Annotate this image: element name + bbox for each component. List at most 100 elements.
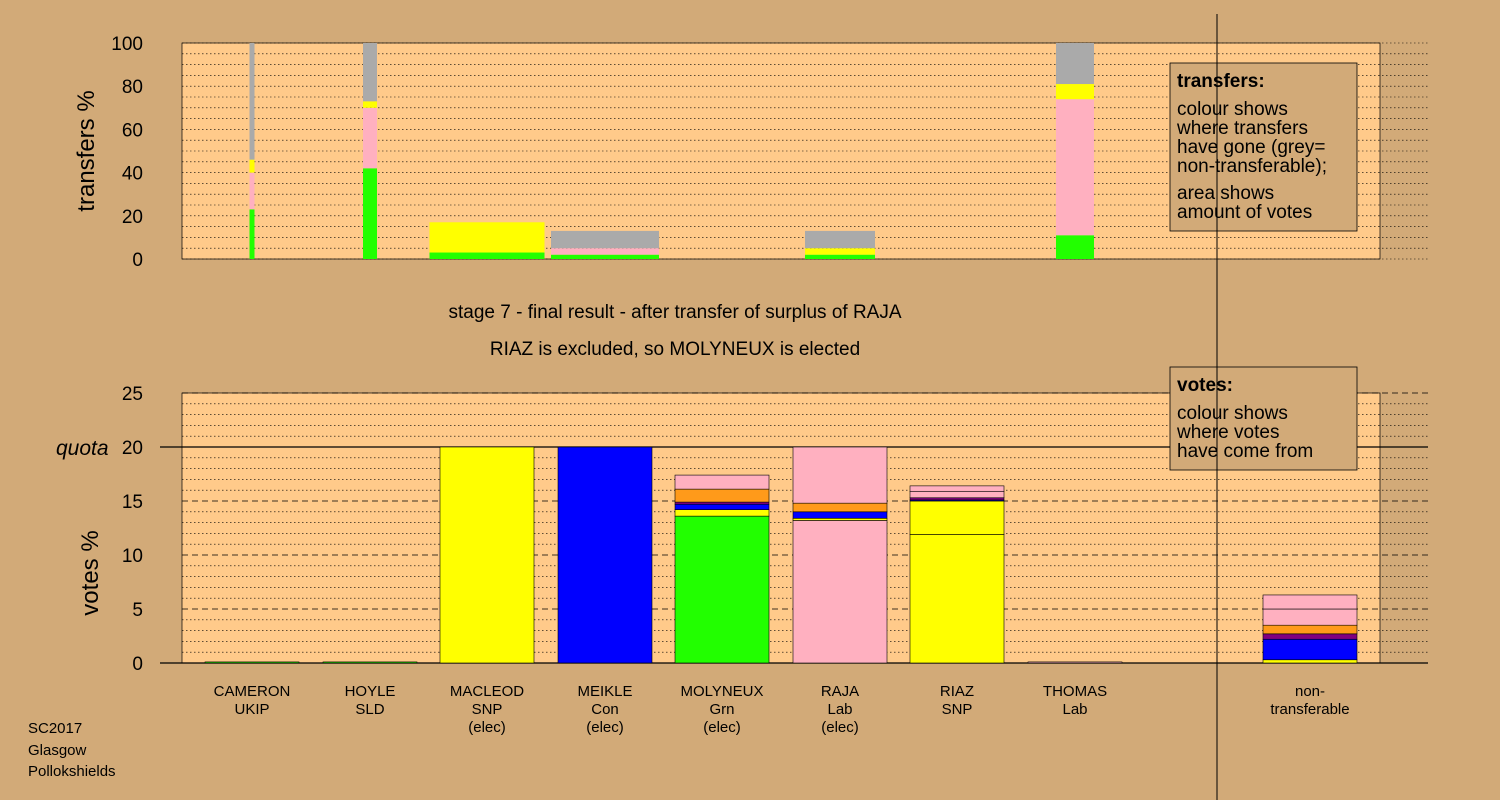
candidate-label: SNP <box>942 701 973 718</box>
votes-legend-text: where votes <box>1176 422 1279 443</box>
transfer-bar-segment <box>551 254 659 259</box>
vote-bar-segment <box>1027 661 1123 664</box>
vote-bar-segment <box>792 511 888 519</box>
vote-bar-segment <box>1262 659 1358 664</box>
vote-bar-segment <box>557 446 653 664</box>
transfer-bar-segment <box>429 252 545 259</box>
transfer-bar-segment <box>363 107 377 169</box>
candidate-label: UKIP <box>234 701 269 718</box>
candidate-label: Grn <box>709 701 734 718</box>
votes-legend-title: votes: <box>1177 375 1233 396</box>
candidate-label: (elec) <box>703 719 741 736</box>
candidate-label: RAJA <box>821 683 859 700</box>
vote-bar-segment <box>792 502 888 513</box>
transfer-bar-segment <box>1056 84 1094 100</box>
vote-bar-segment <box>674 501 770 505</box>
votes-y-tick-label: 25 <box>122 384 143 405</box>
transfer-bar-segment <box>249 172 255 210</box>
candidate-label: non- <box>1295 683 1325 700</box>
candidate-label: Con <box>591 701 619 718</box>
footer-line: Pollokshields <box>28 763 116 780</box>
vote-bar-segment <box>204 661 300 664</box>
transfer-bar-segment <box>805 254 875 259</box>
vote-bar-segment <box>1262 608 1358 626</box>
transfer-bar-segment <box>429 222 545 253</box>
vote-bar-segment <box>909 485 1005 492</box>
candidate-label: SLD <box>355 701 384 718</box>
transfers-legend-title: transfers: <box>1177 71 1265 92</box>
transfers-legend-text: have gone (grey= <box>1177 137 1325 158</box>
transfer-bar-segment <box>363 101 377 108</box>
votes-y-tick-label: 15 <box>122 492 143 513</box>
votes-legend-text: have come from <box>1177 441 1313 462</box>
candidate-label: MOLYNEUX <box>680 683 763 700</box>
vote-bar-segment <box>674 503 770 510</box>
candidate-label: Lab <box>827 701 852 718</box>
transfers-legend-box <box>1169 62 1358 232</box>
transfer-bar-segment <box>363 43 377 102</box>
vote-bar-segment <box>1262 638 1358 661</box>
votes-y-axis-label: votes % <box>77 530 104 615</box>
transfer-bar-segment <box>249 209 255 259</box>
stage-title: stage 7 - final result - after transfer … <box>448 302 901 323</box>
vote-bar-segment <box>792 446 888 504</box>
vote-bar-segment <box>674 488 770 503</box>
footer-line: Glasgow <box>28 741 87 759</box>
stage-subtitle: RIAZ is excluded, so MOLYNEUX is elected <box>490 339 860 360</box>
transfer-bar-segment <box>551 248 659 255</box>
transfer-bar-segment <box>249 159 255 173</box>
votes-y-tick-label: 0 <box>132 654 143 675</box>
vote-bar-segment <box>439 446 535 664</box>
vote-bar-segment <box>792 517 888 521</box>
vote-bar-segment <box>674 515 770 664</box>
vote-bar-segment <box>909 534 1005 664</box>
transfers-y-axis-label: transfers % <box>73 90 100 211</box>
candidate-label: (elec) <box>468 719 506 736</box>
transfers-legend-text: colour shows <box>1177 99 1288 120</box>
transfers-y-tick-label: 100 <box>111 34 143 55</box>
footer-line: SC2017 <box>28 720 83 737</box>
candidate-label: transferable <box>1270 701 1349 718</box>
transfers-legend-text: amount of votes <box>1177 202 1312 223</box>
candidate-label: CAMERON <box>214 683 291 700</box>
vote-bar-segment <box>1262 633 1358 640</box>
transfer-bar-segment <box>805 248 875 255</box>
vote-bar-segment <box>674 509 770 517</box>
vote-bar-segment <box>674 474 770 490</box>
vote-bar-segment <box>909 500 1005 535</box>
transfers-y-tick-label: 80 <box>122 77 143 98</box>
transfers-y-tick-label: 40 <box>122 164 143 185</box>
transfers-legend-text: area shows <box>1177 183 1274 204</box>
transfer-bar-segment <box>363 168 377 259</box>
vote-bar-segment <box>909 490 1005 499</box>
transfer-bar-segment <box>1056 235 1094 259</box>
vote-bar-segment <box>1262 594 1358 610</box>
election-footer: SC2017 Glasgow Pollokshields <box>28 718 116 783</box>
candidate-label: Lab <box>1062 701 1087 718</box>
transfers-y-tick-label: 20 <box>122 207 143 228</box>
candidate-label: MEIKLE <box>577 683 632 700</box>
candidate-label: MACLEOD <box>450 683 524 700</box>
transfer-bar-segment <box>249 43 255 160</box>
transfers-legend-text: where transfers <box>1176 118 1308 139</box>
candidate-label: HOYLE <box>345 683 396 700</box>
transfers-y-tick-label: 0 <box>132 250 143 271</box>
vote-bar-segment <box>322 661 418 664</box>
candidate-label: (elec) <box>821 719 859 736</box>
votes-y-tick-label: 20 <box>122 438 143 459</box>
candidate-label: RIAZ <box>940 683 974 700</box>
votes-legend-box <box>1169 366 1358 471</box>
transfer-bar-segment <box>1056 43 1094 85</box>
candidate-label: THOMAS <box>1043 683 1107 700</box>
candidate-label: SNP <box>472 701 503 718</box>
votes-y-tick-label: 10 <box>122 546 143 567</box>
vote-bar-segment <box>909 497 1005 501</box>
vote-bar-segment <box>792 520 888 664</box>
candidate-label: (elec) <box>586 719 624 736</box>
transfers-legend-text: non-transferable); <box>1177 156 1327 177</box>
votes-y-tick-label: 5 <box>132 600 143 621</box>
transfers-y-tick-label: 60 <box>122 120 143 141</box>
transfer-bar-segment <box>551 230 659 249</box>
transfer-bar-segment <box>805 230 875 249</box>
